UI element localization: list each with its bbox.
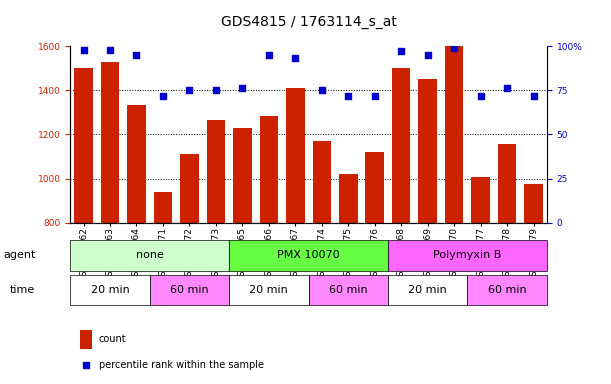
Bar <box>388 240 547 271</box>
Bar <box>180 154 199 223</box>
Point <box>158 93 168 99</box>
Bar <box>233 128 252 223</box>
Bar <box>260 116 278 223</box>
Text: PMX 10070: PMX 10070 <box>277 250 340 260</box>
Text: 60 min: 60 min <box>170 285 209 295</box>
Point <box>449 45 459 51</box>
Bar <box>388 275 467 305</box>
Point <box>211 87 221 93</box>
Text: none: none <box>136 250 164 260</box>
Bar <box>75 68 93 223</box>
Bar <box>419 79 437 223</box>
Text: count: count <box>99 334 126 344</box>
Bar <box>524 184 543 223</box>
Bar <box>392 68 411 223</box>
Bar <box>80 330 92 349</box>
Bar <box>207 120 225 223</box>
Bar <box>150 275 229 305</box>
Point <box>290 55 300 61</box>
Text: time: time <box>10 285 35 295</box>
Text: 60 min: 60 min <box>329 285 368 295</box>
Bar <box>339 174 357 223</box>
Point <box>131 52 141 58</box>
Point <box>343 93 353 99</box>
Text: agent: agent <box>3 250 35 260</box>
Text: percentile rank within the sample: percentile rank within the sample <box>99 360 264 370</box>
Point <box>502 85 512 91</box>
Point <box>79 46 89 53</box>
Text: 60 min: 60 min <box>488 285 527 295</box>
Bar <box>313 141 331 223</box>
Point <box>185 87 194 93</box>
Bar <box>309 275 388 305</box>
Point <box>476 93 486 99</box>
Bar <box>445 46 463 223</box>
Text: 20 min: 20 min <box>249 285 288 295</box>
Bar <box>286 88 305 223</box>
Bar <box>229 275 309 305</box>
Text: 20 min: 20 min <box>408 285 447 295</box>
Bar <box>154 192 172 223</box>
Bar <box>472 177 490 223</box>
Text: Polymyxin B: Polymyxin B <box>433 250 502 260</box>
Bar <box>127 104 145 223</box>
Point <box>264 52 274 58</box>
Bar <box>70 240 229 271</box>
Point <box>529 93 538 99</box>
Bar <box>498 144 516 223</box>
Bar <box>365 152 384 223</box>
Bar <box>101 61 119 223</box>
Point <box>397 48 406 55</box>
Point <box>81 362 90 368</box>
Text: GDS4815 / 1763114_s_at: GDS4815 / 1763114_s_at <box>221 15 397 29</box>
Bar <box>70 275 150 305</box>
Text: 20 min: 20 min <box>90 285 130 295</box>
Bar <box>229 240 388 271</box>
Point <box>105 46 115 53</box>
Point <box>370 93 379 99</box>
Point <box>238 85 247 91</box>
Point <box>317 87 327 93</box>
Bar <box>467 275 547 305</box>
Point <box>423 52 433 58</box>
